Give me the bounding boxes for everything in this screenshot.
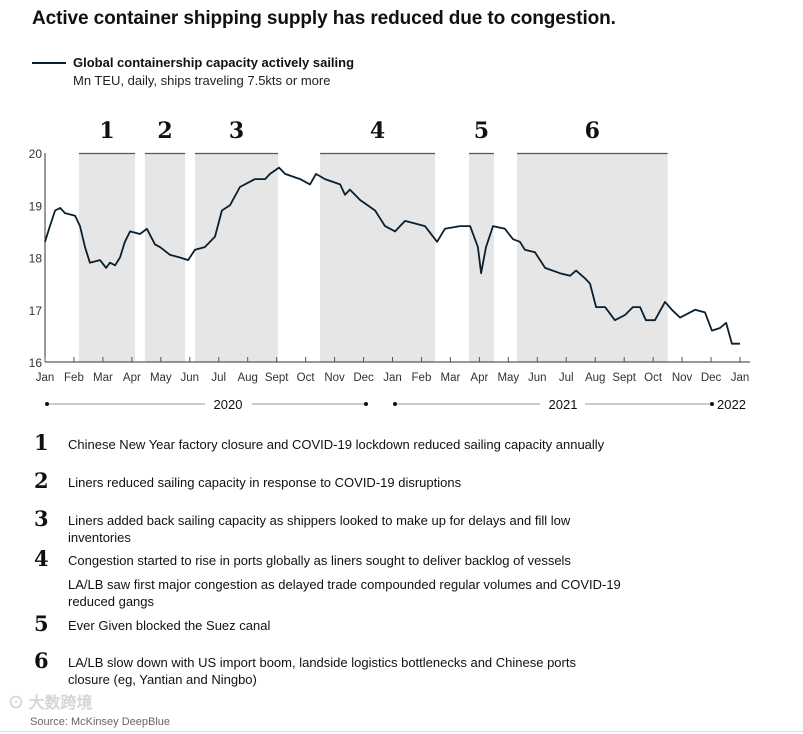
period-label-2: 2 (157, 118, 172, 144)
shaded-period-1 (78, 153, 136, 362)
x-tick-label: Oct (644, 372, 663, 384)
x-tick-label: Apr (123, 372, 141, 384)
note-text: LA/LB slow down with US import boom, lan… (68, 655, 576, 687)
note-text: Ever Given blocked the Suez canal (68, 618, 271, 633)
shaded-period-3 (195, 153, 279, 362)
x-tick-label: Aug (237, 372, 257, 384)
shaded-period-6 (517, 153, 668, 362)
x-tick-label: Oct (297, 372, 316, 384)
x-tick-label: Jan (36, 372, 55, 384)
x-tick-label: May (497, 372, 519, 384)
x-tick-label: Aug (585, 372, 605, 384)
note-number: 1 (34, 430, 49, 455)
x-tick-label: Jul (559, 372, 574, 384)
period-label-1: 1 (99, 118, 114, 144)
year-range-dot (710, 402, 714, 406)
year-label-2022: 2022 (717, 397, 746, 412)
note-text: Chinese New Year factory closure and COV… (68, 437, 605, 452)
note-text: LA/LB saw first major congestion as dela… (68, 577, 621, 609)
chart-title: Active container shipping supply has red… (32, 8, 616, 29)
period-label-6: 6 (585, 118, 600, 144)
x-tick-label: Jan (731, 372, 750, 384)
source-note: Source: McKinsey DeepBlue (30, 716, 171, 728)
note-text: Liners reduced sailing capacity in respo… (68, 475, 462, 490)
note-text: Congestion started to rise in ports glob… (68, 553, 571, 568)
x-tick-label: Dec (353, 372, 374, 384)
x-tick-label: Mar (441, 372, 461, 384)
divider (0, 731, 803, 732)
line-chart: 1 2 3 4 5 6 16 17 18 19 20 Jan Feb Mar Apr May Jun Jul Aug… (29, 118, 750, 412)
x-tick-label: Jun (181, 372, 200, 384)
x-tick-label: Mar (93, 372, 113, 384)
period-label-4: 4 (370, 118, 385, 144)
shaded-period-4 (320, 153, 436, 362)
y-tick-label: 20 (29, 147, 43, 161)
x-tick-label: Sept (612, 372, 636, 384)
x-tick-label: Apr (470, 372, 488, 384)
watermark-logo: ⊙ 大数跨境 (8, 695, 93, 712)
x-tick-label: Feb (64, 372, 84, 384)
year-range-dot (364, 402, 368, 406)
x-tick-label: Jun (528, 372, 547, 384)
y-tick-label: 17 (29, 304, 43, 318)
period-label-3: 3 (229, 118, 244, 144)
x-tick-label: Feb (412, 372, 432, 384)
x-tick-label: Dec (701, 372, 722, 384)
note-number: 6 (34, 648, 49, 673)
note-text: Liners added back sailing capacity as sh… (68, 513, 571, 545)
x-tick-label: May (150, 372, 172, 384)
year-range-dot (45, 402, 49, 406)
legend-line-swatch (32, 62, 66, 64)
x-tick-label: Nov (672, 372, 693, 384)
year-label-2020: 2020 (214, 397, 243, 412)
year-range-dot (393, 402, 397, 406)
x-tick-label: Jan (383, 372, 402, 384)
series-line-capacity (44, 166, 740, 345)
x-tick-label: Sept (265, 372, 289, 384)
y-tick-label: 16 (29, 356, 43, 370)
note-number: 3 (34, 506, 49, 531)
y-tick-label: 19 (29, 199, 43, 213)
legend-label: Global containership capacity actively s… (73, 55, 355, 70)
x-tick-label: Nov (324, 372, 345, 384)
x-tick-label: Jul (211, 372, 226, 384)
shaded-period-5 (468, 153, 494, 362)
note-number: 5 (34, 611, 49, 636)
note-number: 4 (34, 546, 49, 571)
note-number: 2 (34, 468, 49, 493)
legend-sublabel: Mn TEU, daily, ships traveling 7.5kts or… (73, 73, 331, 88)
year-label-2021: 2021 (549, 397, 578, 412)
period-label-5: 5 (474, 118, 489, 144)
y-tick-label: 18 (29, 252, 43, 266)
